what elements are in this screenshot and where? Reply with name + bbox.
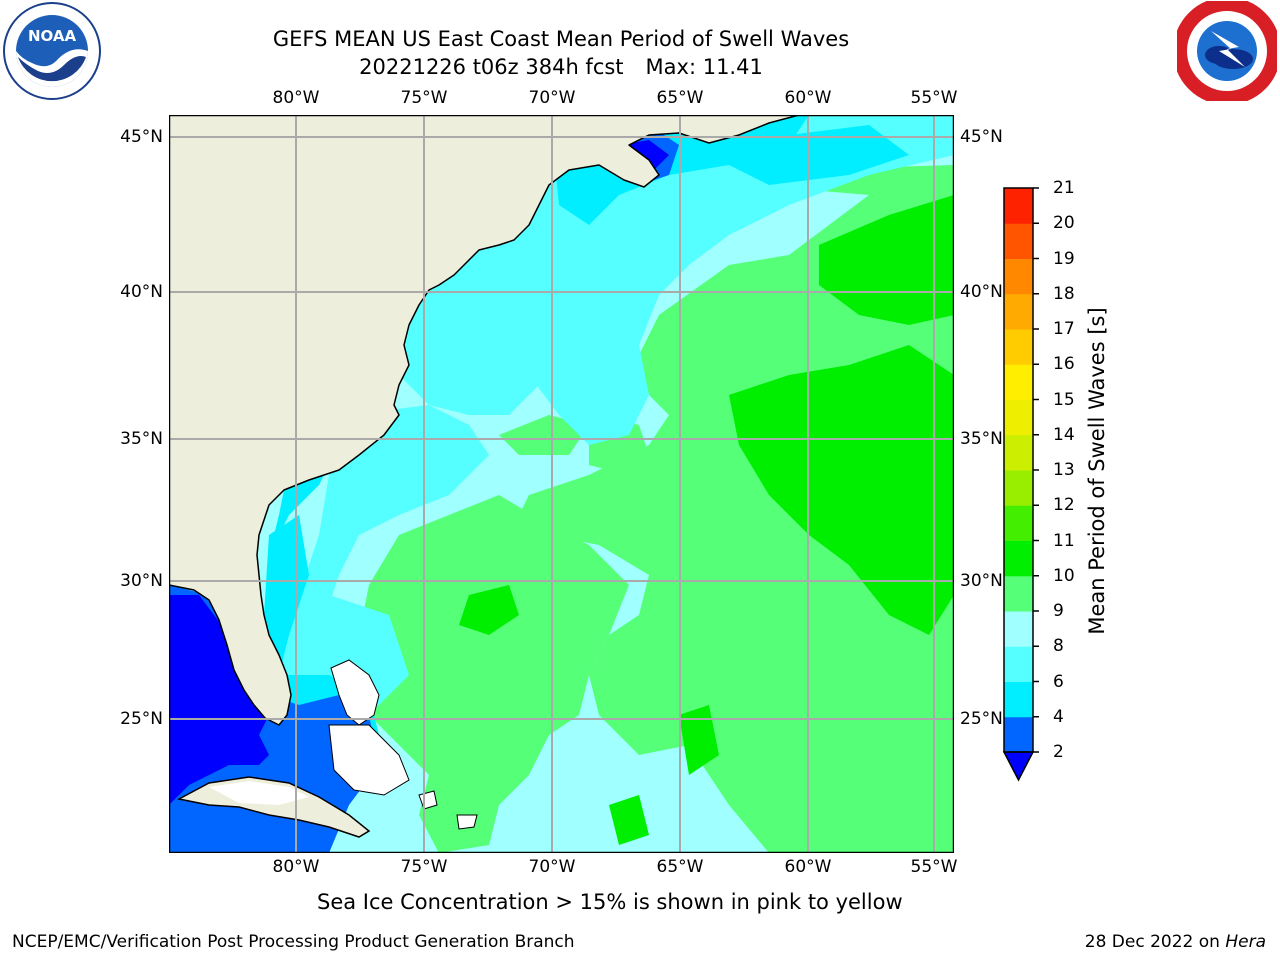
generation-date: 28 Dec 2022 on Hera: [1085, 932, 1266, 952]
lat-label-left: 35°N: [120, 429, 163, 449]
colorbar-tick-label: 8: [1053, 636, 1064, 657]
colorbar-tick-label: 18: [1053, 283, 1075, 304]
lon-label-bottom: 60°W: [784, 857, 832, 877]
lat-label-right: 40°N: [960, 282, 1003, 302]
colorbar-tick-label: 17: [1053, 319, 1075, 339]
producer-credit: NCEP/EMC/Verification Post Processing Pr…: [12, 932, 575, 952]
swell-period-map: [169, 115, 954, 853]
colorbar-tick-label: 6: [1053, 671, 1064, 692]
noaa-logo-icon: NOAA: [3, 2, 101, 100]
lon-label-bottom: 65°W: [656, 857, 704, 877]
colorbar-segment: [1004, 575, 1033, 612]
lon-label-bottom: 70°W: [528, 857, 576, 877]
bahamas-islands: [328, 659, 478, 830]
land-north-america: [169, 115, 800, 726]
date-text: 28 Dec 2022 on: [1084, 932, 1220, 952]
colorbar-under-triangle: [1002, 751, 1035, 782]
colorbar-segment: [1004, 681, 1033, 718]
colorbar: [1002, 187, 1039, 782]
run-info: 20221226 t06z 384h fcst: [359, 55, 624, 79]
lat-label-left: 30°N: [120, 571, 163, 591]
colorbar-tick-label: 15: [1053, 389, 1075, 410]
lat-label-right: 30°N: [960, 571, 1003, 591]
colorbar-segment: [1004, 470, 1033, 506]
colorbar-tick-label: 21: [1053, 178, 1075, 198]
lon-label-bottom: 80°W: [272, 857, 320, 877]
colorbar-segment: [1004, 329, 1033, 365]
max-value: Max: 11.41: [645, 55, 763, 79]
colorbar-tick-label: 16: [1053, 354, 1075, 375]
machine-name: Hera: [1225, 932, 1266, 952]
colorbar-segment: [1004, 505, 1033, 541]
colorbar-segment: [1004, 258, 1033, 295]
colorbar-segment: [1004, 188, 1033, 224]
lon-label-bottom: 75°W: [400, 857, 448, 877]
colorbar-tick-label: 19: [1053, 248, 1075, 269]
colorbar-tick-label: 10: [1053, 565, 1075, 586]
colorbar-tick-label: 14: [1053, 424, 1075, 445]
colorbar-segment: [1004, 293, 1033, 330]
colorbar-segment: [1004, 646, 1033, 682]
colorbar-segment: [1004, 540, 1033, 577]
colorbar-segment: [1004, 716, 1033, 753]
colorbar-title: Mean Period of Swell Waves [s]: [1085, 307, 1109, 635]
colorbar-tick-label: 13: [1053, 460, 1075, 480]
lat-label-left: 40°N: [120, 282, 163, 302]
colorbar-segment: [1004, 223, 1033, 259]
graticule: [169, 115, 954, 853]
lat-label-left: 25°N: [120, 709, 163, 729]
lon-label-bottom: 55°W: [910, 857, 958, 877]
colorbar-segment: [1004, 364, 1033, 400]
colorbar-tick-label: 4: [1053, 706, 1064, 727]
lon-label-top: 75°W: [400, 88, 448, 108]
colorbar-segment: [1004, 434, 1033, 471]
colorbar-tick-label: 2: [1053, 742, 1064, 762]
colorbar-tick-label: 9: [1053, 601, 1064, 621]
lat-label-left: 45°N: [120, 127, 163, 147]
nws-logo-icon: [1177, 1, 1277, 101]
lon-label-top: 65°W: [656, 88, 704, 108]
lon-label-top: 55°W: [910, 88, 958, 108]
lat-label-right: 45°N: [960, 127, 1003, 147]
lon-label-top: 80°W: [272, 88, 320, 108]
land-cuba-white-mask: [209, 781, 309, 805]
colorbar-segment: [1004, 399, 1033, 436]
lat-label-right: 25°N: [960, 709, 1003, 729]
colorbar-tick-label: 20: [1053, 213, 1075, 234]
colorbar-segment: [1004, 611, 1033, 647]
map-border: [169, 115, 954, 853]
lon-label-top: 60°W: [784, 88, 832, 108]
chart-title: GEFS MEAN US East Coast Mean Period of S…: [272, 27, 850, 51]
noaa-logo-text: NOAA: [28, 27, 77, 45]
lon-label-top: 70°W: [528, 88, 576, 108]
chart-subtitle: 20221226 t06z 384h fcst Max: 11.41: [0, 55, 1122, 79]
colorbar-tick-label: 12: [1053, 495, 1075, 516]
lat-label-right: 35°N: [960, 429, 1003, 449]
colorbar-tick-label: 11: [1053, 530, 1075, 551]
sea-ice-note: Sea Ice Concentration > 15% is shown in …: [317, 890, 903, 914]
